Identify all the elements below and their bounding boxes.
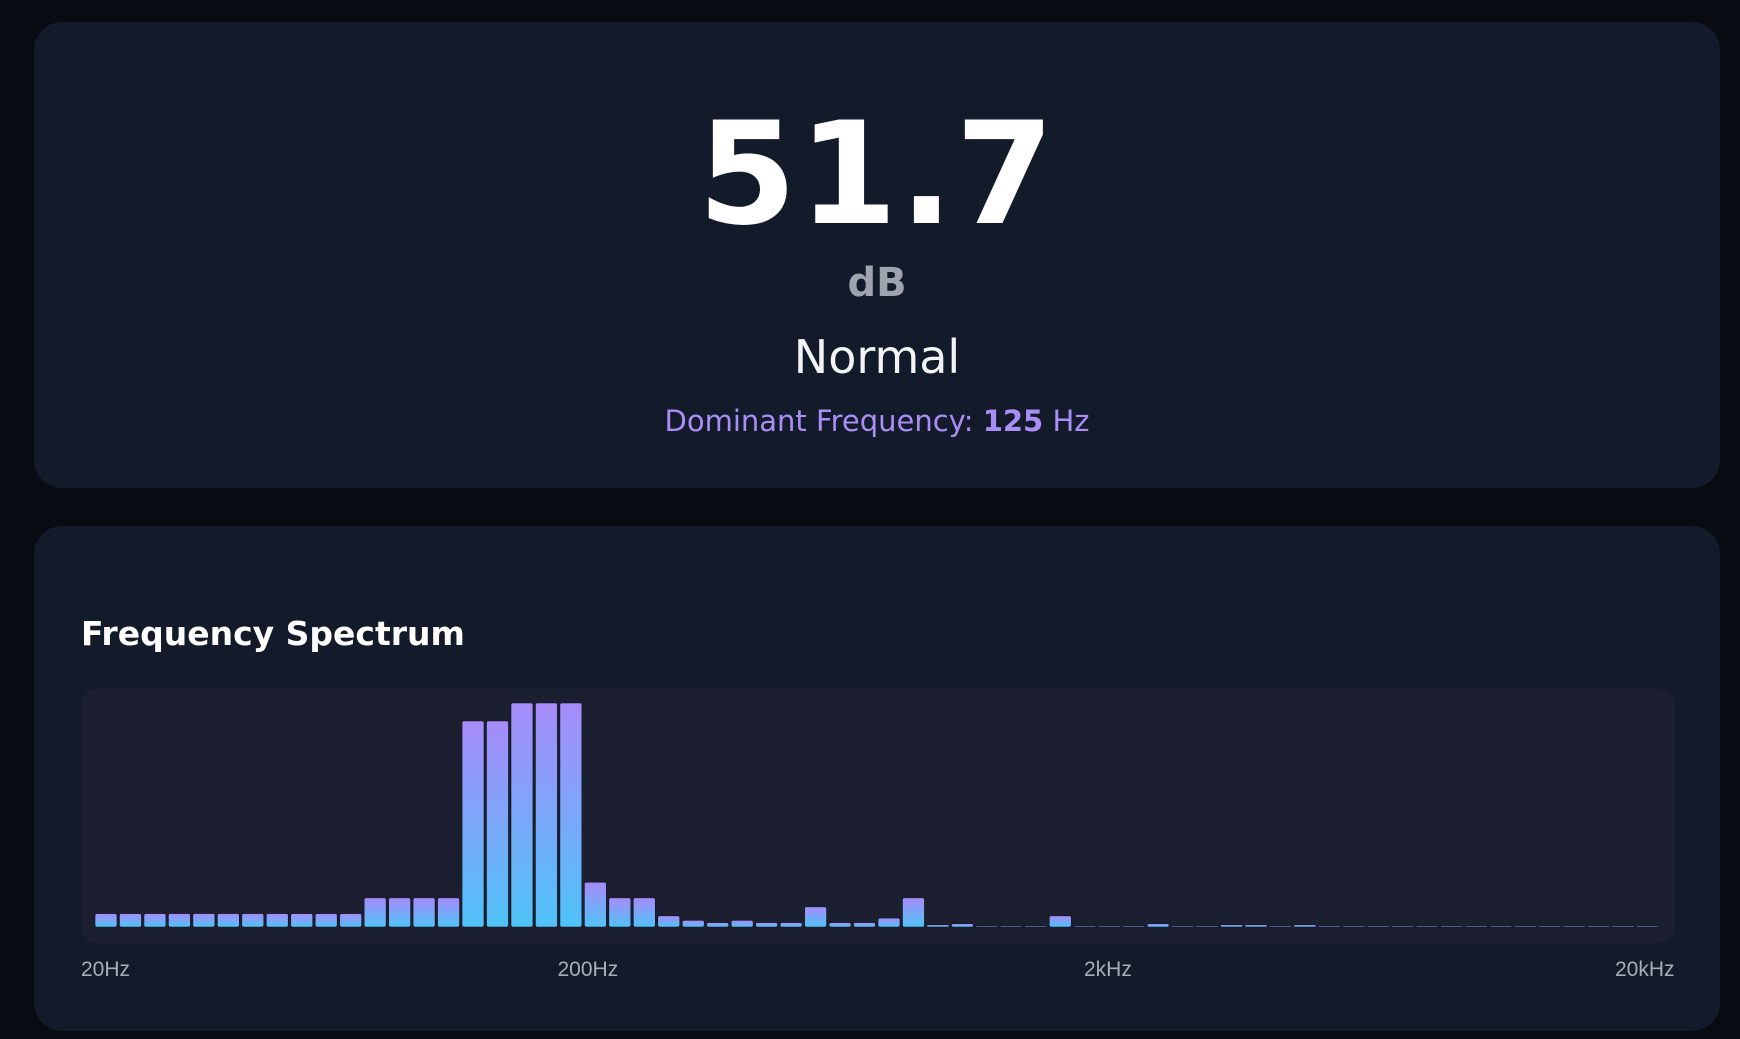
spectrum-bar (951, 923, 974, 928)
spectrum-bar (143, 913, 167, 928)
spectrum-bar (486, 720, 509, 928)
spectrum-bar (853, 922, 876, 928)
dominant-frequency-value: 125 (982, 404, 1044, 438)
spectrum-bar (1416, 925, 1439, 928)
spectrum-bar (1122, 925, 1145, 928)
spectrum-bar (657, 915, 681, 928)
x-tick-label: 2kHz (1084, 958, 1132, 981)
spectrum-bar (265, 913, 289, 928)
spectrum-bar (706, 922, 729, 928)
x-tick-label: 20kHz (1615, 958, 1675, 981)
spectrum-bar (535, 702, 558, 928)
spectrum-bar (902, 897, 925, 928)
spectrum-bar (1440, 925, 1464, 928)
dominant-frequency: Dominant Frequency: 125 Hz (34, 404, 1720, 438)
spectrum-bar (314, 913, 338, 928)
spectrum-bar (1587, 925, 1610, 928)
spectrum-bar (804, 906, 827, 928)
spectrum-bar (681, 919, 705, 928)
spectrum-bar (1513, 925, 1537, 928)
spectrum-card: Frequency Spectrum 20Hz 200Hz 2kHz 20kHz (34, 526, 1720, 1031)
spectrum-bar (975, 925, 999, 928)
spectrum-bar (755, 922, 778, 928)
spectrum-bar (1318, 925, 1341, 928)
x-tick-label: 20Hz (81, 958, 131, 981)
spectrum-bar (1269, 925, 1292, 928)
spectrum-bar (559, 702, 583, 928)
spectrum-bar (1097, 925, 1121, 928)
spectrum-bar (1367, 925, 1390, 928)
spectrum-bar (461, 720, 485, 928)
spectrum-title: Frequency Spectrum (81, 614, 465, 653)
spectrum-bar (1489, 925, 1512, 928)
spectrum-bar (168, 913, 191, 928)
spectrum-bar (1024, 925, 1048, 928)
spectrum-bar (608, 897, 632, 928)
spectrum-bars (94, 702, 1659, 928)
spectrum-bar (1342, 925, 1366, 928)
dominant-frequency-label: Dominant Frequency: (664, 404, 974, 438)
spectrum-bar (1220, 924, 1243, 928)
spectrum-bar (510, 702, 534, 928)
spectrum-svg (94, 702, 1659, 928)
spectrum-bar (1391, 925, 1415, 928)
spectrum-bar (1048, 915, 1072, 928)
spectrum-bar (339, 913, 362, 928)
spectrum-bar (584, 881, 607, 928)
spectrum-bar (1464, 925, 1488, 928)
spectrum-bar (1611, 925, 1635, 928)
spectrum-bar (363, 897, 387, 928)
spectrum-bar (119, 913, 142, 928)
spectrum-bar (290, 913, 314, 928)
spectrum-bar (1293, 924, 1317, 928)
spectrum-bar (633, 897, 656, 928)
sound-level-card: 51.7 dB Normal Dominant Frequency: 125 H… (34, 22, 1720, 488)
spectrum-bar (926, 924, 950, 928)
spectrum-bar (1244, 924, 1268, 928)
spectrum-bar (1538, 925, 1561, 928)
decibel-reading: 51.7 (697, 92, 1057, 257)
dominant-frequency-unit: Hz (1052, 404, 1090, 438)
decibel-unit: dB (847, 260, 907, 306)
level-status: Normal (793, 330, 961, 384)
spectrum-bar (1073, 925, 1097, 928)
spectrum-bar (877, 917, 901, 928)
spectrum-bar (241, 913, 265, 928)
spectrum-bar (94, 913, 118, 928)
spectrum-bar (1146, 923, 1170, 928)
x-axis-labels: 20Hz 200Hz 2kHz 20kHz (81, 958, 1675, 988)
spectrum-bar (192, 913, 216, 928)
spectrum-bar (412, 897, 436, 928)
spectrum-bar (730, 919, 754, 928)
x-tick-label: 200Hz (557, 958, 619, 981)
spectrum-bar (1195, 925, 1219, 928)
spectrum-bar (437, 897, 460, 928)
spectrum-bar (779, 922, 803, 928)
spectrum-bar (1000, 925, 1023, 928)
spectrum-bar (1562, 925, 1586, 928)
spectrum-bar (217, 913, 240, 928)
spectrum-bar (1171, 925, 1194, 928)
spectrum-bar (828, 922, 852, 928)
spectrum-bar (388, 897, 411, 928)
spectrum-bar (1636, 925, 1659, 928)
spectrum-chart (81, 689, 1675, 943)
